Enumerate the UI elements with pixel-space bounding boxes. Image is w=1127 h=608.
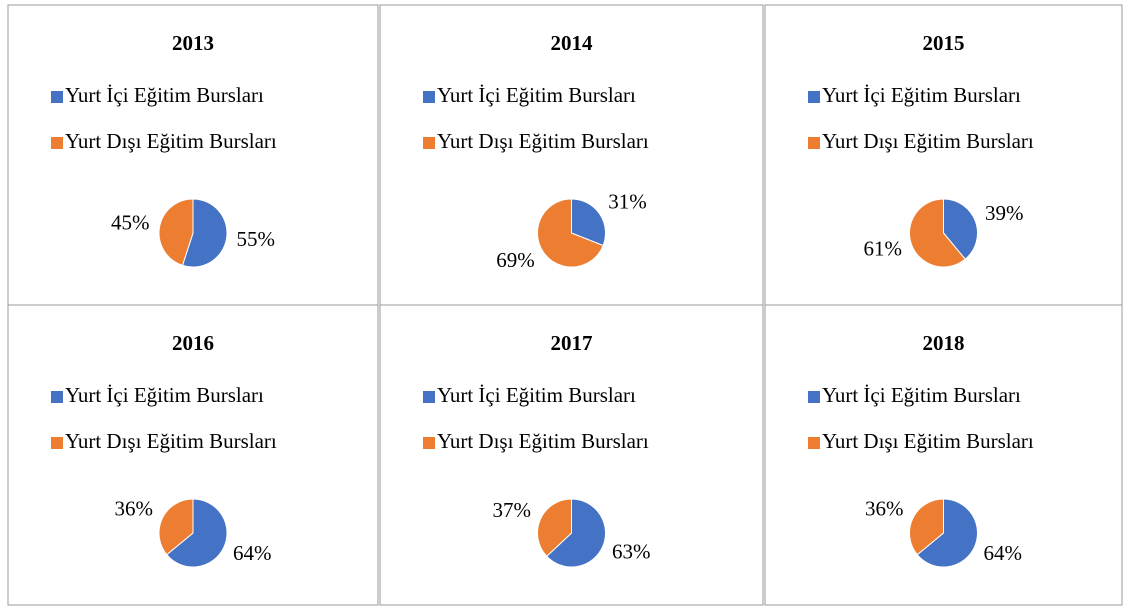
data-label: 64% [233, 541, 272, 565]
cell-border [379, 304, 764, 606]
chart-title: 2017 [551, 331, 593, 355]
pie-slice [909, 198, 966, 268]
legend-label: Yurt İçi Eğitim Bursları [437, 383, 636, 407]
legend-swatch [51, 137, 63, 149]
legend-label: Yurt Dışı Eğitim Bursları [437, 429, 649, 453]
data-label: 45% [111, 211, 150, 235]
legend-swatch [423, 391, 435, 403]
legend-label: Yurt Dışı Eğitim Bursları [65, 129, 277, 153]
data-label: 69% [496, 248, 535, 272]
pie-slice [537, 498, 572, 557]
chart-cell: 2017 Yurt İçi Eğitim Bursları Yurt Dışı Eğ… [379, 304, 764, 606]
chart-title: 2014 [551, 31, 594, 55]
chart-cell: 2016 Yurt İçi Eğitim Bursları Yurt Dışı Eğ… [7, 304, 379, 606]
pie-slice [916, 498, 978, 568]
chart-cell: 2018 Yurt İçi Eğitim Bursları Yurt Dışı Eğ… [764, 304, 1123, 606]
chart-cell: 2014 Yurt İçi Eğitim Bursları Yurt Dışı Eğ… [379, 4, 764, 306]
chart-title: 2018 [923, 331, 965, 355]
data-label: 37% [492, 498, 531, 522]
data-label: 61% [863, 236, 902, 260]
legend-label: Yurt İçi Eğitim Bursları [65, 83, 264, 107]
pie-slice [158, 498, 194, 556]
chart-title: 2015 [923, 31, 965, 55]
chart-cell: 2013 Yurt İçi Eğitim Bursları Yurt Dışı Eğ… [7, 4, 379, 306]
legend-label: Yurt Dışı Eğitim Bursları [437, 129, 649, 153]
pie-slice [166, 498, 228, 568]
legend-label: Yurt Dışı Eğitim Bursları [822, 129, 1034, 153]
chart-title: 2016 [172, 331, 214, 355]
legend-swatch [423, 437, 435, 449]
data-label: 31% [608, 190, 647, 214]
legend-label: Yurt İçi Eğitim Bursları [65, 383, 264, 407]
data-label: 64% [984, 541, 1023, 565]
pie-slice [909, 498, 944, 556]
data-label: 36% [865, 497, 904, 521]
legend-swatch [51, 437, 63, 449]
cell-border [7, 304, 379, 606]
pie-slice [546, 498, 606, 568]
pie-slice [571, 198, 606, 247]
pie-slice [158, 198, 194, 266]
legend-label: Yurt Dışı Eğitim Bursları [65, 429, 277, 453]
data-label: 55% [236, 227, 275, 251]
pie-slice [537, 198, 604, 268]
cell-border [764, 304, 1123, 606]
chart-cell: 2015 Yurt İçi Eğitim Bursları Yurt Dışı Eğ… [764, 4, 1123, 306]
legend-swatch [51, 91, 63, 103]
legend-swatch [808, 91, 820, 103]
data-label: 63% [612, 539, 651, 563]
data-label: 39% [985, 201, 1024, 225]
legend-label: Yurt İçi Eğitim Bursları [822, 383, 1021, 407]
legend-swatch [423, 91, 435, 103]
legend-swatch [423, 137, 435, 149]
legend-label: Yurt İçi Eğitim Bursları [437, 83, 636, 107]
legend-swatch [808, 437, 820, 449]
legend-swatch [808, 391, 820, 403]
data-label: 36% [114, 497, 153, 521]
legend-swatch [808, 137, 820, 149]
pie-slice [943, 198, 978, 260]
legend-label: Yurt Dışı Eğitim Bursları [822, 429, 1034, 453]
pie-slice [181, 198, 228, 268]
legend-swatch [51, 391, 63, 403]
chart-title: 2013 [172, 31, 214, 55]
legend-label: Yurt İçi Eğitim Bursları [822, 83, 1021, 107]
